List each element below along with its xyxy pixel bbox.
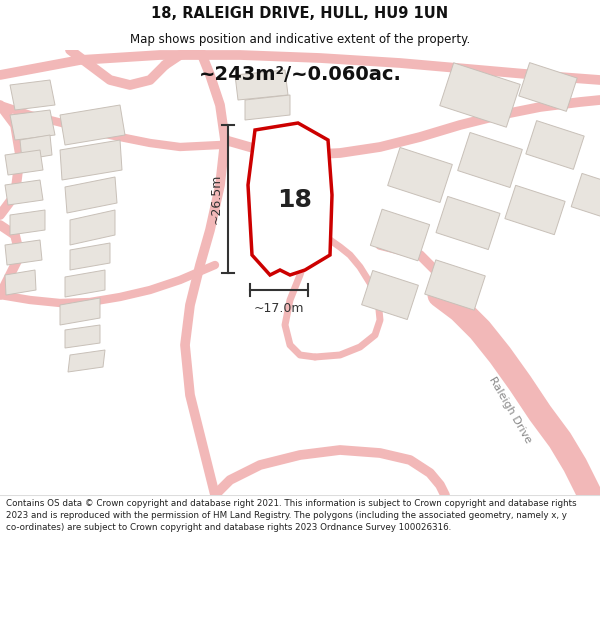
Text: 18: 18 bbox=[278, 188, 313, 212]
Polygon shape bbox=[248, 123, 332, 275]
Text: 18, RALEIGH DRIVE, HULL, HU9 1UN: 18, RALEIGH DRIVE, HULL, HU9 1UN bbox=[151, 6, 449, 21]
Text: ~243m²/~0.060ac.: ~243m²/~0.060ac. bbox=[199, 66, 401, 84]
Polygon shape bbox=[65, 270, 105, 297]
Polygon shape bbox=[60, 105, 125, 145]
Polygon shape bbox=[5, 240, 42, 265]
Polygon shape bbox=[65, 177, 117, 213]
Polygon shape bbox=[425, 260, 485, 310]
Text: ~17.0m: ~17.0m bbox=[254, 301, 304, 314]
Polygon shape bbox=[235, 70, 288, 100]
Polygon shape bbox=[458, 132, 523, 188]
Polygon shape bbox=[70, 243, 110, 270]
Polygon shape bbox=[571, 173, 600, 221]
Polygon shape bbox=[370, 209, 430, 261]
Polygon shape bbox=[519, 62, 577, 111]
Polygon shape bbox=[68, 350, 105, 372]
Polygon shape bbox=[10, 210, 45, 235]
Polygon shape bbox=[436, 196, 500, 249]
Polygon shape bbox=[65, 325, 100, 348]
Text: Map shows position and indicative extent of the property.: Map shows position and indicative extent… bbox=[130, 32, 470, 46]
Polygon shape bbox=[5, 180, 43, 205]
Polygon shape bbox=[5, 150, 43, 175]
Polygon shape bbox=[10, 80, 55, 110]
Text: ~26.5m: ~26.5m bbox=[209, 174, 223, 224]
Polygon shape bbox=[285, 210, 325, 260]
Polygon shape bbox=[362, 271, 418, 319]
Polygon shape bbox=[60, 298, 100, 325]
Text: Contains OS data © Crown copyright and database right 2021. This information is : Contains OS data © Crown copyright and d… bbox=[6, 499, 577, 531]
Polygon shape bbox=[388, 148, 452, 202]
Text: Raleigh Drive: Raleigh Drive bbox=[487, 375, 533, 445]
Polygon shape bbox=[245, 95, 290, 120]
Polygon shape bbox=[10, 110, 55, 140]
Polygon shape bbox=[440, 62, 520, 127]
Polygon shape bbox=[505, 186, 565, 234]
Polygon shape bbox=[526, 121, 584, 169]
Polygon shape bbox=[20, 135, 52, 160]
Polygon shape bbox=[5, 270, 36, 295]
Polygon shape bbox=[70, 210, 115, 245]
Polygon shape bbox=[60, 140, 122, 180]
